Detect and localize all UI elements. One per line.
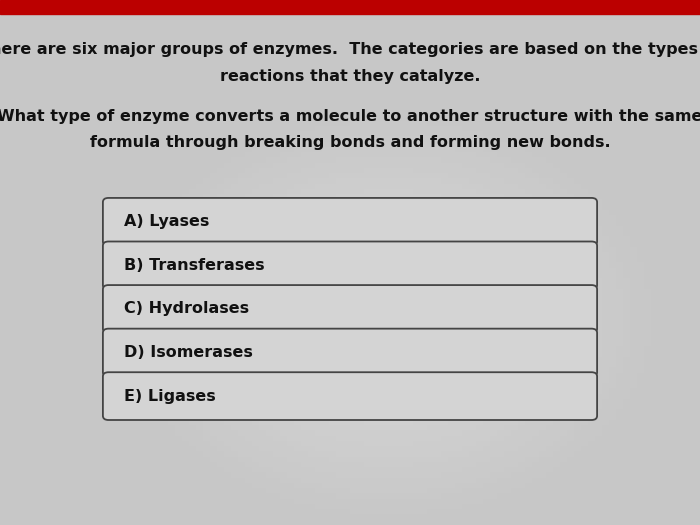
- Text: What type of enzyme converts a molecule to another structure with the same: What type of enzyme converts a molecule …: [0, 109, 700, 124]
- FancyBboxPatch shape: [103, 329, 597, 376]
- Text: There are six major groups of enzymes.  The categories are based on the types of: There are six major groups of enzymes. T…: [0, 43, 700, 57]
- Text: B) Transferases: B) Transferases: [124, 258, 265, 273]
- Text: reactions that they catalyze.: reactions that they catalyze.: [220, 69, 480, 83]
- FancyBboxPatch shape: [103, 242, 597, 289]
- Text: E) Ligases: E) Ligases: [124, 388, 216, 404]
- FancyBboxPatch shape: [103, 372, 597, 420]
- Text: formula through breaking bonds and forming new bonds.: formula through breaking bonds and formi…: [90, 135, 610, 150]
- Text: A) Lyases: A) Lyases: [124, 214, 209, 229]
- Text: D) Isomerases: D) Isomerases: [124, 345, 253, 360]
- FancyBboxPatch shape: [103, 285, 597, 333]
- FancyBboxPatch shape: [103, 198, 597, 246]
- Bar: [0, 0, 700, 14]
- Text: C) Hydrolases: C) Hydrolases: [124, 301, 249, 317]
